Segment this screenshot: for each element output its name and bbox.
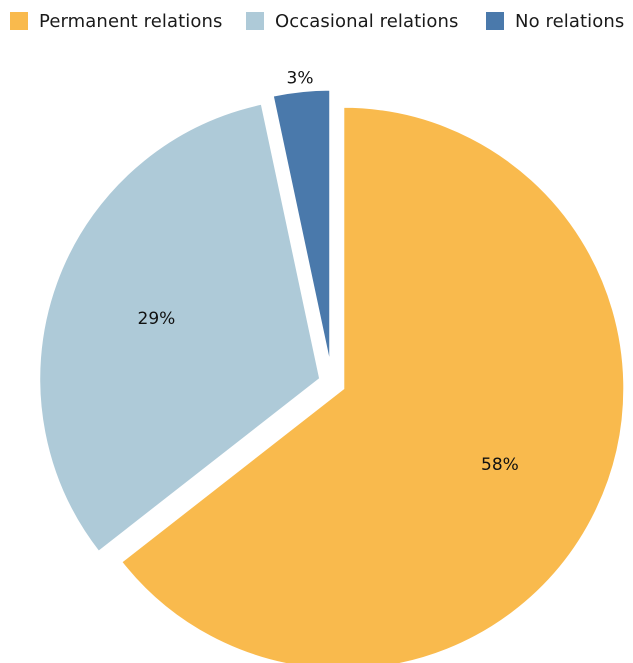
pie-slice-permanent: [118, 104, 627, 663]
slice-label-occasional: 29%: [138, 309, 176, 329]
legend-label-occasional: Occasional relations: [275, 10, 459, 32]
slice-label-none: 3%: [287, 69, 314, 89]
slice-label-permanent: 58%: [481, 455, 519, 475]
legend-swatch-none: [486, 12, 504, 30]
pie-slice-occasional: [37, 101, 323, 555]
chart-legend: Permanent relations Occasional relations…: [0, 0, 633, 44]
legend-swatch-permanent: [10, 12, 28, 30]
legend-label-permanent: Permanent relations: [39, 10, 223, 32]
pie-slice-none: [270, 87, 333, 372]
legend-item-permanent: Permanent relations: [10, 10, 222, 32]
legend-swatch-occasional: [246, 12, 264, 30]
legend-item-occasional: Occasional relations: [246, 10, 459, 32]
legend-item-none: No relations: [486, 10, 624, 32]
legend-label-none: No relations: [515, 10, 625, 32]
